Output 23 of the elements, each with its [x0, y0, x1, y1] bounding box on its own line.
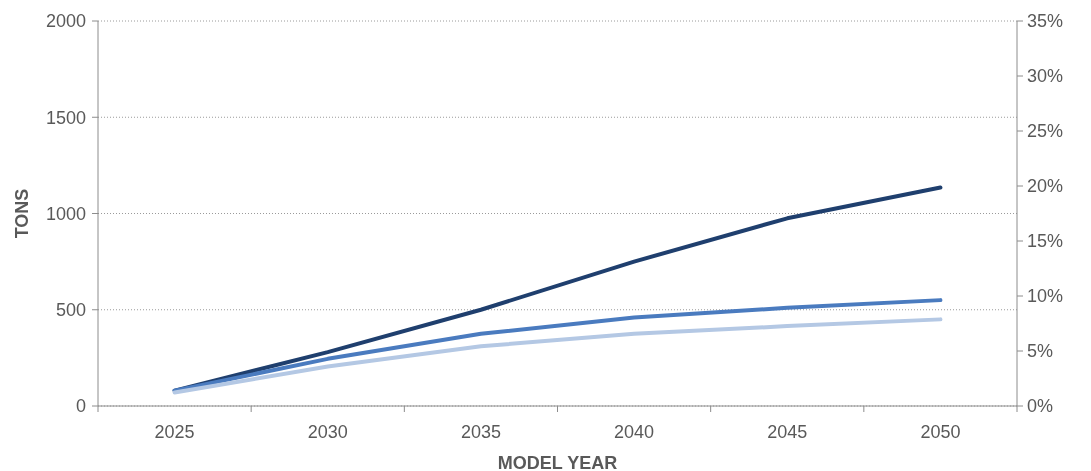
- y-tick-label: 500: [55, 300, 86, 321]
- y-axis-title: TONS: [12, 188, 32, 239]
- x-axis-title: MODEL YEAR: [497, 453, 618, 471]
- y-tick-label: 2000: [45, 11, 86, 32]
- x-tick-label: 2040: [614, 422, 655, 442]
- y-tick-label: 1000: [45, 203, 86, 224]
- x-tick-label: 2035: [460, 422, 501, 442]
- y2-tick-label: 0%: [1027, 396, 1054, 417]
- line-series: [172, 317, 943, 395]
- y2-tick-label: 15%: [1027, 231, 1064, 252]
- y2-tick-label: 5%: [1027, 341, 1054, 362]
- line-series: [172, 298, 943, 393]
- y-tick-label: 0: [75, 396, 86, 417]
- x-tick-label: 2030: [307, 422, 348, 442]
- y-tick-label: 1500: [45, 107, 86, 128]
- y2-tick-label: 30%: [1027, 66, 1064, 87]
- x-tick-label: 2025: [154, 422, 195, 442]
- y2-tick-label: 25%: [1027, 121, 1064, 142]
- y2-tick-label: 35%: [1027, 11, 1064, 32]
- x-tick-label: 2050: [920, 422, 961, 442]
- y2-tick-label: 20%: [1027, 176, 1064, 197]
- y2-tick-label: 10%: [1027, 286, 1064, 307]
- x-tick-label: 2045: [767, 422, 808, 442]
